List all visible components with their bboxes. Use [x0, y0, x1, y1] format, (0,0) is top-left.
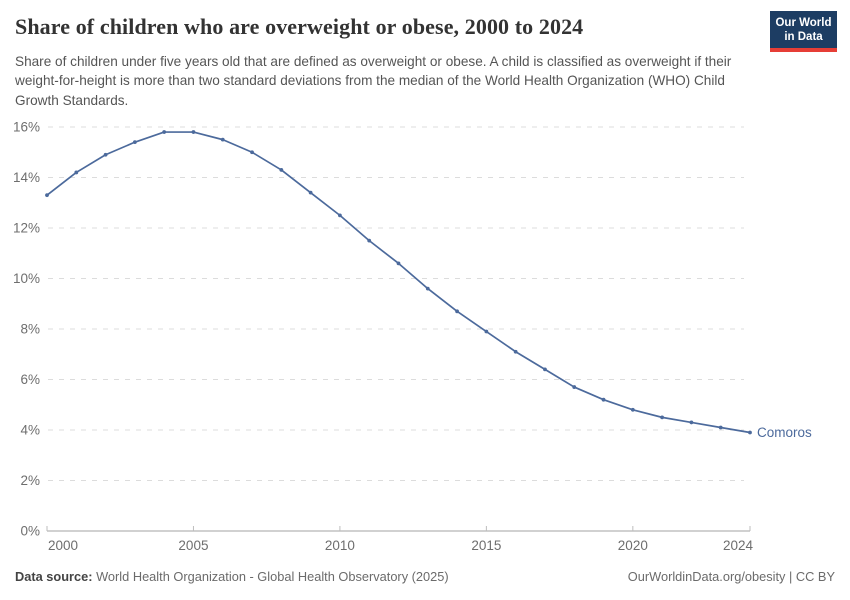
y-axis-label: 10% [13, 271, 40, 286]
data-point [484, 329, 489, 334]
data-point [103, 152, 108, 157]
x-axis-label: 2015 [471, 538, 501, 553]
data-point [396, 261, 401, 266]
data-point [425, 286, 430, 291]
data-point [162, 130, 167, 134]
data-point [543, 367, 547, 372]
data-point [572, 385, 577, 389]
data-point [689, 420, 694, 425]
x-axis-label: 2005 [178, 538, 208, 553]
data-point [601, 397, 606, 402]
page-title: Share of children who are overweight or … [15, 14, 584, 39]
credit-line: OurWorldinData.org/obesity | CC BY [627, 569, 835, 584]
y-axis-label: 8% [20, 322, 40, 337]
data-source-note: Data source: World Health Organization -… [15, 569, 449, 584]
data-point [513, 349, 518, 354]
owid-logo: Our World in Data [770, 11, 837, 52]
data-point [191, 130, 196, 134]
y-axis-label: 12% [13, 221, 40, 236]
data-point [74, 170, 79, 175]
data-point [45, 193, 49, 198]
y-axis-label: 14% [13, 170, 40, 185]
data-source-text: World Health Organization - Global Healt… [92, 569, 449, 584]
data-point [630, 407, 635, 412]
y-axis-label: 0% [20, 524, 40, 539]
y-axis-label: 16% [13, 120, 40, 135]
data-point [718, 425, 723, 430]
data-source-label: Data source: [15, 569, 93, 584]
data-point [308, 190, 313, 195]
data-point [455, 309, 459, 314]
chart-footer: Data source: World Health Organization -… [15, 569, 835, 584]
data-point [748, 430, 752, 435]
x-axis-label: 2024 [723, 538, 754, 553]
data-point [220, 137, 225, 142]
y-axis-label: 2% [20, 473, 40, 488]
data-point [132, 140, 137, 145]
owid-logo-line1: Our World [775, 17, 832, 29]
owid-logo-line2: in Data [784, 31, 823, 43]
series-end-label: Comoros [757, 425, 812, 440]
line-chart: 0% 2% 4% 6% 8% 10% 12% 14% 16% 2000 2005 2010 2015 20… [13, 120, 812, 554]
data-point [338, 213, 342, 218]
data-point [250, 150, 254, 155]
data-point [279, 168, 284, 172]
data-point [367, 238, 372, 243]
x-axis-label: 2000 [48, 538, 78, 553]
x-axis-label: 2020 [618, 538, 648, 553]
data-point [660, 415, 665, 420]
y-axis-label: 4% [20, 423, 40, 438]
x-axis-label: 2010 [325, 538, 355, 553]
y-axis-label: 6% [20, 372, 40, 387]
chart-subtitle: Share of children under five years old t… [15, 54, 732, 108]
